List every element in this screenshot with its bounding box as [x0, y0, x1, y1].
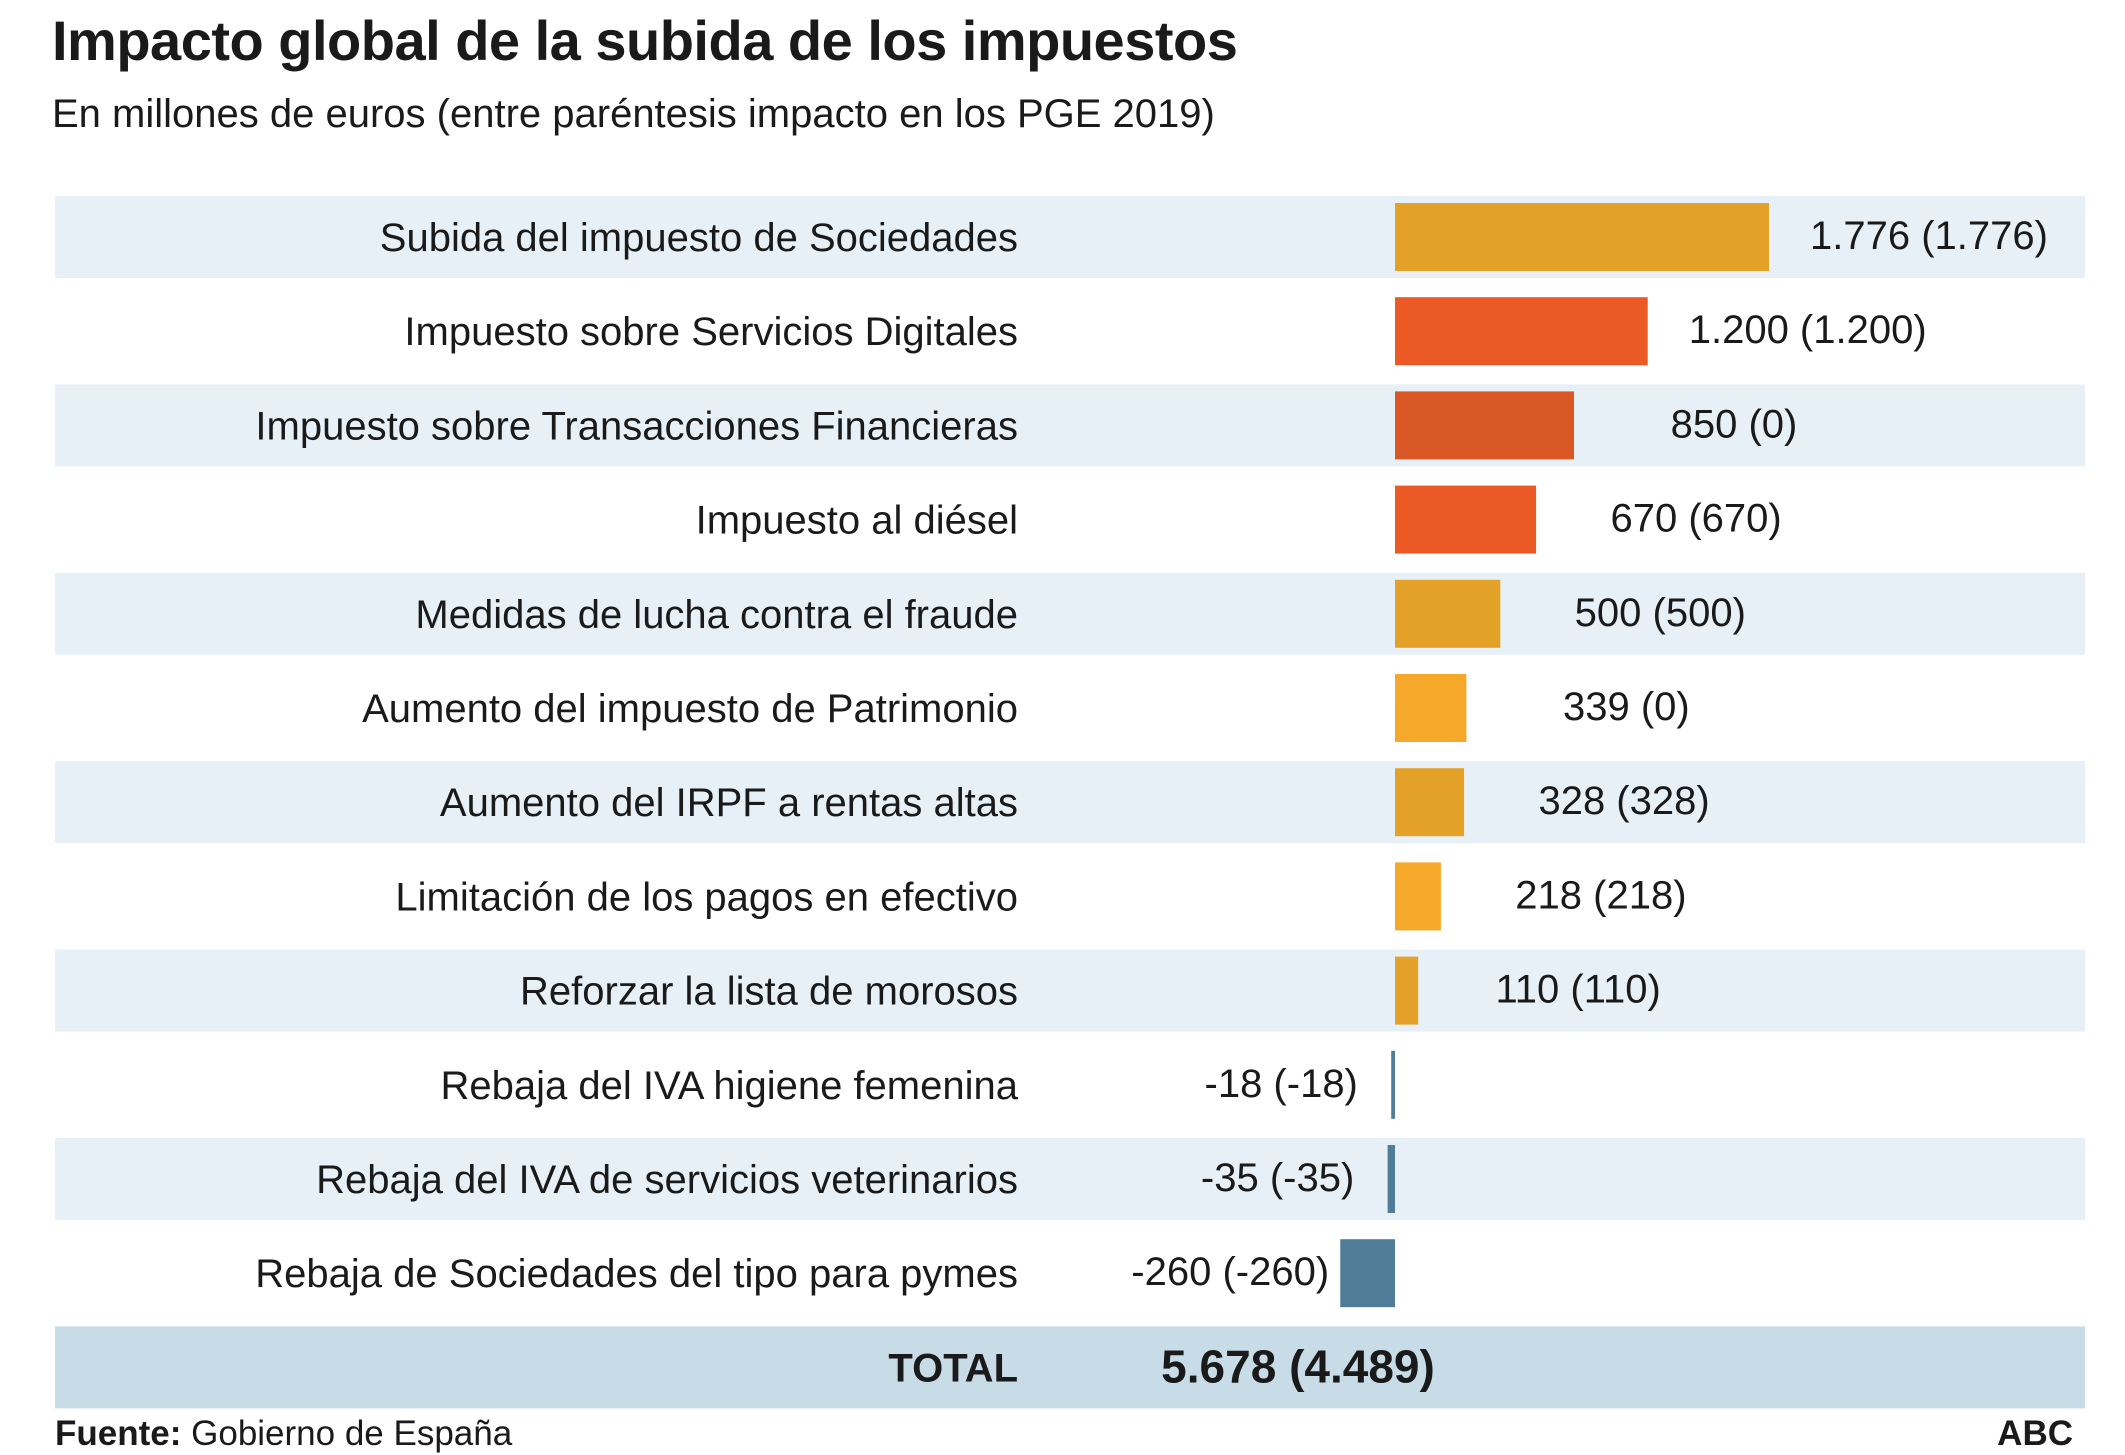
row-stripe [55, 572, 2085, 655]
bar [1395, 203, 1769, 271]
row-stripe [55, 949, 2085, 1032]
bar [1395, 768, 1465, 837]
category-label: Limitación de los pagos en efectivo [395, 875, 1018, 919]
bar [1395, 674, 1467, 742]
row-stripe [55, 196, 2085, 278]
total-label: TOTAL [888, 1346, 1018, 1390]
source-value: Gobierno de España [191, 1414, 513, 1453]
data-label: -260 (-260) [1131, 1250, 1329, 1294]
category-label: Rebaja de Sociedades del tipo para pymes [255, 1252, 1018, 1296]
bar [1395, 956, 1419, 1025]
bar [1395, 862, 1441, 931]
bar [1340, 1239, 1395, 1308]
data-label: 328 (328) [1538, 779, 1709, 823]
data-label: 339 (0) [1563, 685, 1690, 729]
category-label: Subida del impuesto de Sociedades [380, 216, 1018, 260]
data-label: 218 (218) [1515, 873, 1686, 917]
row-stripe [55, 384, 2085, 467]
row-stripe [55, 761, 2085, 844]
data-label: -35 (-35) [1201, 1156, 1354, 1200]
total-value: 5.678 (4.489) [1161, 1340, 1435, 1392]
data-label: 1.776 (1.776) [1810, 214, 2048, 258]
data-label: 1.200 (1.200) [1689, 308, 1927, 352]
total-band [55, 1326, 2085, 1409]
chart-title: Impacto global de la subida de los impue… [52, 9, 1238, 72]
category-label: Aumento del impuesto de Patrimonio [362, 687, 1018, 731]
category-label: Impuesto sobre Transacciones Financieras [255, 404, 1018, 448]
brand-logo: ABC [1997, 1414, 2073, 1453]
bar [1395, 297, 1648, 366]
bar [1395, 391, 1574, 460]
category-label: Reforzar la lista de morosos [520, 970, 1018, 1014]
data-label: 500 (500) [1575, 591, 1746, 635]
data-label: 110 (110) [1496, 968, 1661, 1012]
bar [1387, 1145, 1395, 1213]
chart-subtitle: En millones de euros (entre paréntesis i… [52, 92, 1215, 136]
source-note: Fuente: Gobierno de España [55, 1414, 512, 1454]
category-label: Impuesto al diésel [696, 499, 1018, 543]
category-label: Impuesto sobre Servicios Digitales [404, 310, 1018, 354]
category-label: Rebaja del IVA de servicios veterinarios [316, 1158, 1018, 1202]
category-label: Rebaja del IVA higiene femenina [441, 1064, 1019, 1108]
category-label: Aumento del IRPF a rentas altas [440, 781, 1018, 825]
data-label: 670 (670) [1610, 497, 1781, 541]
bar [1391, 1050, 1395, 1119]
data-label: 850 (0) [1671, 402, 1798, 446]
source-label: Fuente: [55, 1414, 182, 1453]
bar [1395, 485, 1537, 554]
row-stripe [55, 1138, 2085, 1220]
data-label: -18 (-18) [1205, 1062, 1358, 1106]
category-label: Medidas de lucha contra el fraude [415, 593, 1018, 637]
bar [1395, 579, 1501, 648]
